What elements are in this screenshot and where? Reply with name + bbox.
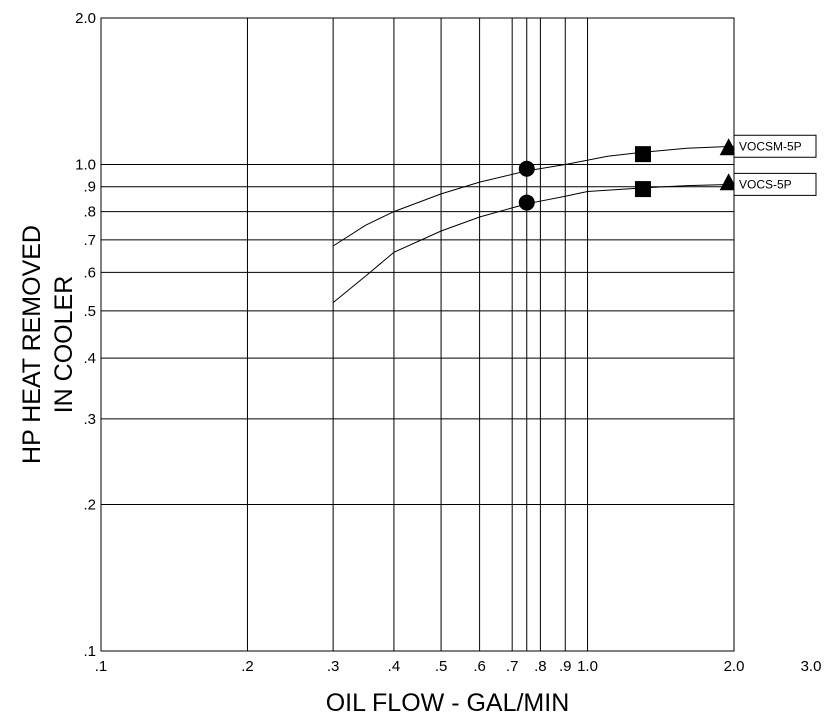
square-marker	[634, 181, 651, 198]
x-tick-label: .3	[327, 658, 340, 675]
y-tick-label: .1	[83, 643, 96, 660]
x-tick-label: .6	[473, 658, 486, 675]
legend-layer: VOCSM-5P VOCS-5P	[733, 134, 817, 196]
x-tick-label: 2.0	[724, 658, 745, 675]
y-tick-label: .8	[83, 204, 96, 221]
legend-label: VOCSM-5P	[739, 139, 802, 153]
y-tick-label: .6	[83, 264, 96, 281]
square-marker	[634, 146, 651, 163]
y-tick-label: .5	[83, 303, 96, 320]
x-tick-label: .8	[534, 658, 547, 675]
x-tick-label: .5	[435, 658, 448, 675]
y-tick-label: .2	[83, 497, 96, 514]
y-tick-label: .3	[83, 411, 96, 428]
y-axis-title: HP HEAT REMOVED IN COOLER	[18, 225, 78, 464]
y-axis-title-line-1: HP HEAT REMOVED	[18, 225, 46, 464]
series-line	[332, 145, 735, 247]
circle-marker	[518, 194, 535, 211]
y-tick-label: .4	[83, 350, 96, 367]
y-gridlines	[101, 163, 734, 506]
triangle-marker	[719, 138, 738, 156]
x-tick-label: .4	[388, 658, 401, 675]
circle-marker	[518, 160, 535, 177]
x-tick-label: .2	[241, 658, 254, 675]
y-tick-label: .7	[83, 232, 96, 249]
x-tick-label: 3.0	[801, 658, 822, 675]
legend-box	[733, 172, 817, 196]
y-tick-label: 2.0	[75, 10, 96, 27]
x-tick-label: .7	[506, 658, 519, 675]
y-axis-title-line-2: IN COOLER	[50, 276, 78, 414]
x-tick-label: .1	[95, 658, 108, 675]
y-tick-label: 1.0	[75, 156, 96, 173]
series-layer	[332, 138, 738, 303]
x-tick-label: 1.0	[577, 658, 598, 675]
plot-frame	[100, 17, 735, 652]
legend-label: VOCS-5P	[739, 177, 792, 191]
legend-box	[733, 134, 817, 158]
x-tick-labels: .1 .2 .3 .4 .5 .6 .7 .8 .9 1.0 2.0 3.0	[95, 658, 822, 675]
x-gridlines	[246, 18, 589, 651]
y-tick-labels: .1 .2 .3 .4 .5 .6 .7 .8 .9 1.0 2.0	[75, 10, 96, 660]
triangle-marker	[719, 173, 738, 191]
x-tick-label: .9	[559, 658, 572, 675]
y-tick-label: .9	[83, 179, 96, 196]
x-axis-title: OIL FLOW - GAL/MIN	[326, 689, 570, 717]
